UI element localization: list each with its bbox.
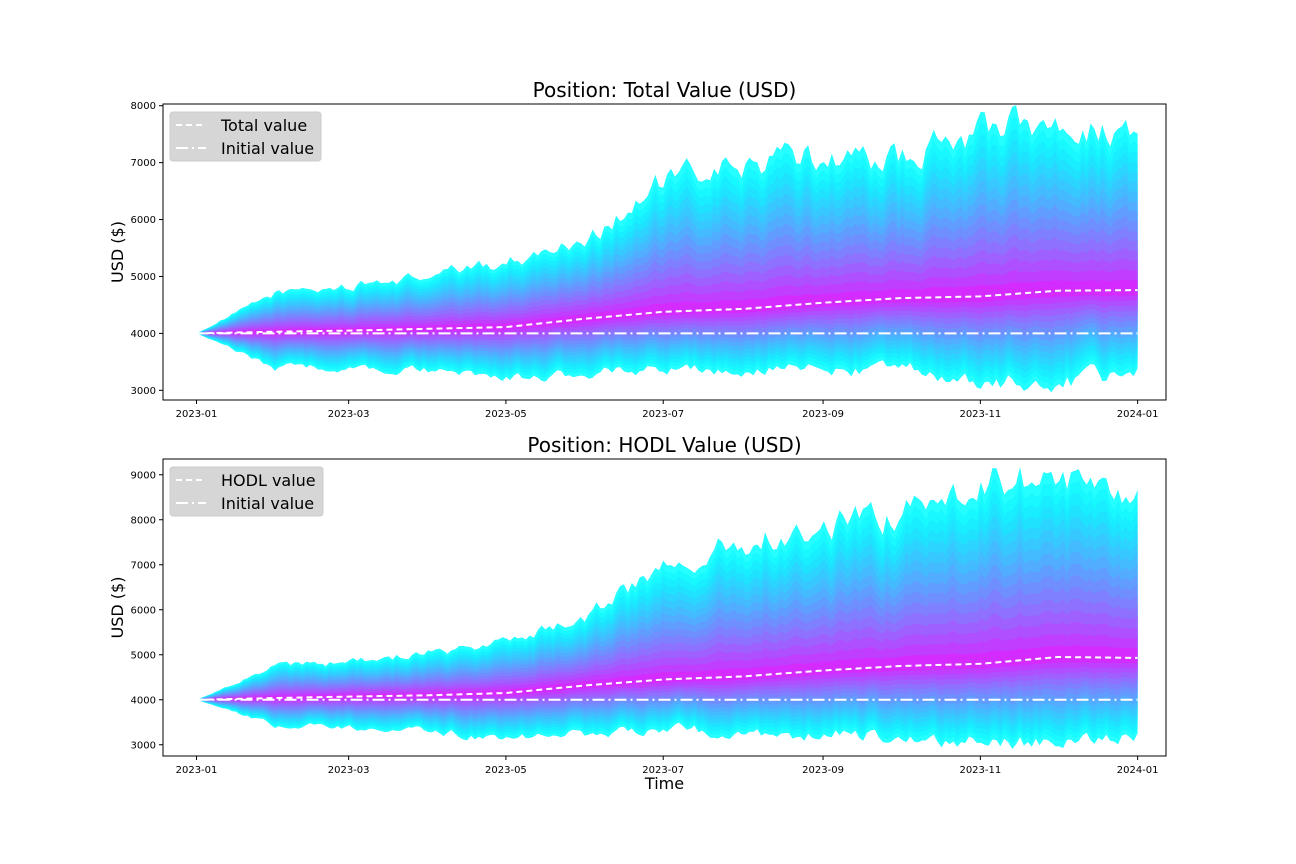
chart-panel-1: 2023-01 2023-03 2023-05 2023-07 2023-09 2023-… [108,78,1167,420]
y-tick-label: 6000 [131,215,156,226]
quantile-band [196,268,1138,337]
quantile-band [196,622,1138,704]
y-tick-label: 3000 [131,386,156,397]
y-tick-label: 6000 [131,605,156,616]
legend-box [169,466,324,517]
y-tick-label: 8000 [131,515,156,526]
x-tick-label: 2024-01 [1117,765,1159,776]
y-tick-label: 7000 [131,158,156,169]
median-value-line [196,289,1138,335]
quantile-band [196,279,1138,335]
y-axis-label: USD ($) [108,221,127,283]
x-tick-label: 2023-07 [642,765,684,776]
x-tick-label: 2023-03 [328,765,370,776]
x-tick-label: 2023-05 [485,765,527,776]
median-value-line [196,655,1138,701]
legend-box [169,111,322,162]
y-tick-label: 8000 [131,101,156,112]
chart-title: Position: HODL Value (USD) [527,433,801,457]
y-tick-label: 4000 [131,695,156,706]
y-axis-label: USD ($) [108,577,127,639]
legend: HODL value Initial value [169,466,324,517]
x-tick-label: 2023-01 [176,409,218,420]
y-tick-label: 5000 [131,272,156,283]
x-tick-label: 2023-09 [802,409,844,420]
y-tick-label: 5000 [131,650,156,661]
legend-label: HODL value [221,471,316,490]
axes-frame [162,458,1167,757]
quantile-bands [196,105,1138,393]
axes-frame [162,103,1167,401]
y-tick-label: 3000 [131,740,156,751]
chart-title: Position: Total Value (USD) [533,78,797,102]
quantile-band [196,633,1138,702]
legend-label: Total value [220,116,307,135]
x-tick-label: 2024-01 [1117,409,1159,420]
legend-label: Initial value [221,139,314,158]
x-axis-label: Time [644,774,684,793]
x-tick-label: 2023-11 [959,765,1001,776]
legend: Total value Initial value [169,111,322,162]
x-tick-label: 2023-01 [176,765,218,776]
x-tick-label: 2023-11 [959,409,1001,420]
legend-label: Initial value [221,494,314,513]
x-tick-label: 2023-05 [485,409,527,420]
y-tick-label: 9000 [131,470,156,481]
y-tick-label: 4000 [131,329,156,340]
x-tick-label: 2023-03 [328,409,370,420]
quantile-band [196,645,1138,700]
quantile-bands [196,466,1138,749]
y-tick-label: 7000 [131,560,156,571]
x-tick-label: 2023-07 [642,409,684,420]
chart-panel-2: 2023-01 2023-03 2023-05 2023-07 2023-09 2023-… [108,433,1167,793]
x-tick-label: 2023-09 [802,765,844,776]
